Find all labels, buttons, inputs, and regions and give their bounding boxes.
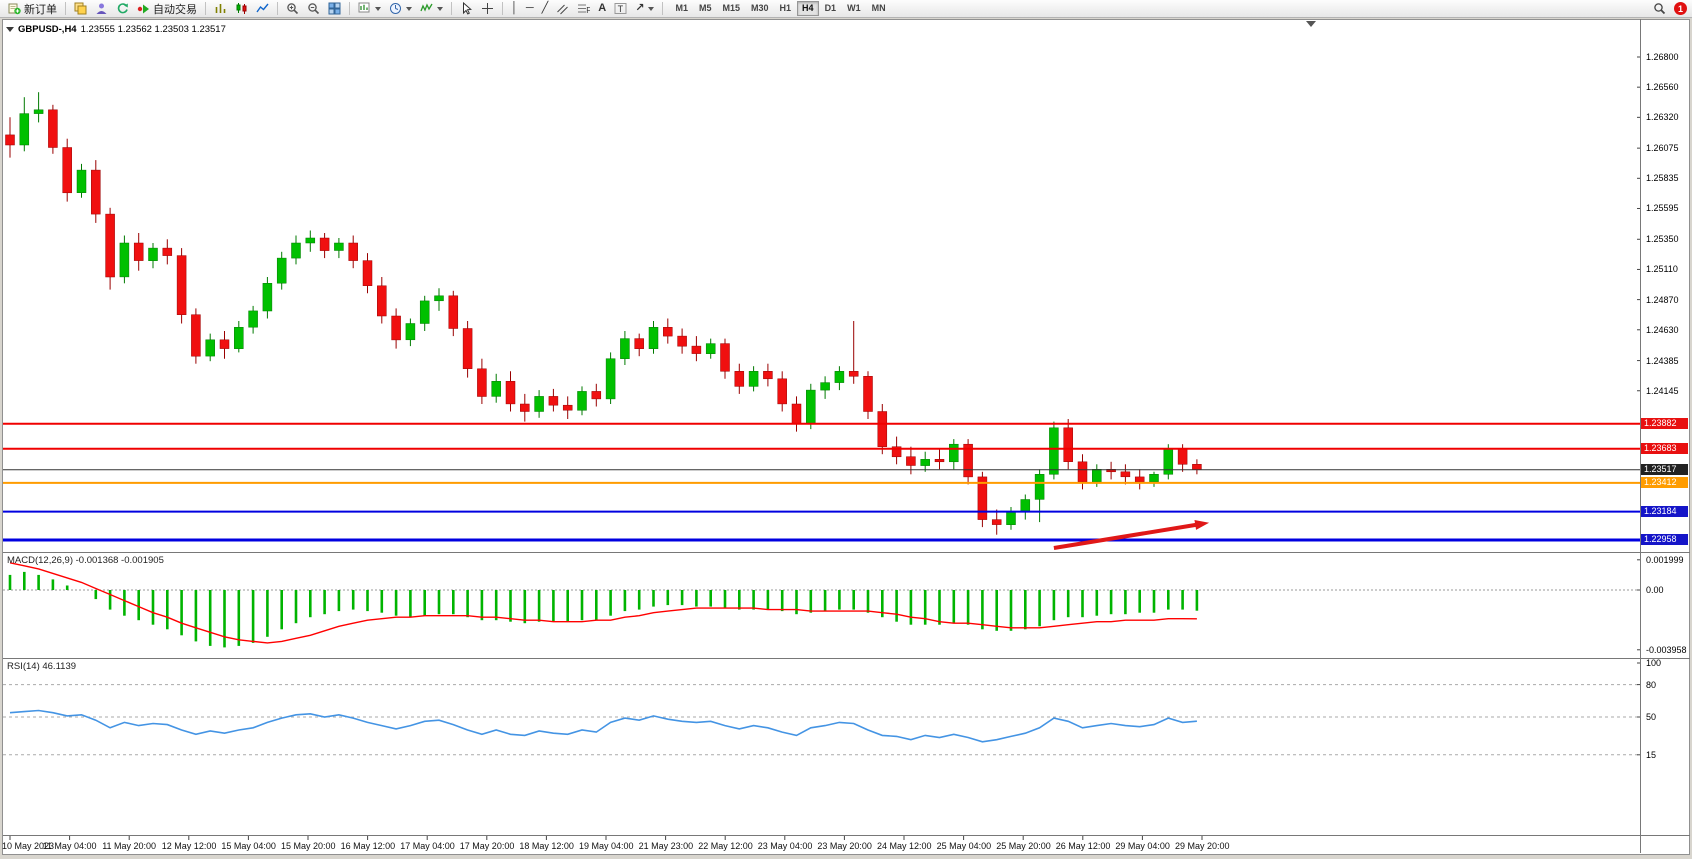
zoom-in-button[interactable] bbox=[283, 1, 302, 17]
symbol-label: GBPUSD-,H4 bbox=[18, 24, 77, 35]
timeframe-w1[interactable]: W1 bbox=[842, 1, 866, 16]
timeframe-d1[interactable]: D1 bbox=[820, 1, 842, 16]
vertical-line-icon: │ bbox=[511, 2, 518, 14]
auto-trading-label: 自动交易 bbox=[153, 3, 197, 16]
timeframe-m1[interactable]: M1 bbox=[670, 1, 693, 16]
chart-window-icon bbox=[74, 2, 87, 15]
line-chart-icon bbox=[256, 3, 269, 13]
profile-icon bbox=[96, 3, 107, 14]
tile-windows-button[interactable] bbox=[325, 1, 344, 17]
timeframe-m15[interactable]: M15 bbox=[718, 1, 746, 16]
zoom-out-icon bbox=[308, 3, 320, 15]
toolbar-separator bbox=[502, 2, 503, 15]
time-axis[interactable] bbox=[3, 836, 1640, 853]
profile-button[interactable] bbox=[92, 1, 111, 17]
profiles-dropdown[interactable] bbox=[386, 1, 415, 17]
candlestick-chart-button[interactable] bbox=[232, 1, 251, 17]
rsi-indicator-label: RSI(14) 46.1139 bbox=[7, 661, 77, 672]
chevron-down-icon bbox=[375, 6, 381, 11]
timeframe-mn[interactable]: MN bbox=[867, 1, 891, 16]
price-axis-border bbox=[1640, 19, 1641, 853]
new-order-icon bbox=[8, 3, 21, 15]
text-label-icon: T bbox=[614, 3, 627, 14]
line-chart-button[interactable] bbox=[253, 1, 272, 17]
label-button[interactable]: T bbox=[611, 1, 630, 17]
crosshair-icon bbox=[482, 3, 493, 14]
refresh-button[interactable] bbox=[113, 1, 132, 17]
panel-separator-macd[interactable] bbox=[3, 552, 1690, 553]
new-chart-icon bbox=[358, 2, 370, 13]
toolbar-separator bbox=[277, 2, 278, 15]
zoom-out-button[interactable] bbox=[304, 1, 323, 17]
charts-window-button[interactable] bbox=[71, 1, 90, 17]
search-button[interactable] bbox=[1650, 1, 1669, 17]
toolbar-separator bbox=[662, 2, 664, 15]
text-button[interactable]: A bbox=[595, 1, 609, 17]
candlestick-chart-icon bbox=[236, 3, 247, 14]
crosshair-button[interactable] bbox=[478, 1, 497, 17]
auto-trading-icon bbox=[137, 4, 149, 14]
timeframe-m5[interactable]: M5 bbox=[694, 1, 717, 16]
trend-arrow[interactable] bbox=[1053, 522, 1202, 550]
trendline-icon: ╱ bbox=[541, 2, 549, 14]
auto-trading-button[interactable]: 自动交易 bbox=[134, 1, 200, 17]
new-order-label: 新订单 bbox=[24, 3, 57, 16]
chart-shift-marker-icon[interactable] bbox=[1306, 21, 1316, 27]
timeframe-h1[interactable]: H1 bbox=[775, 1, 797, 16]
chevron-down-icon bbox=[437, 6, 443, 11]
notification-badge[interactable]: 1 bbox=[1674, 2, 1687, 15]
panel-separator-rsi[interactable] bbox=[3, 658, 1690, 659]
indicators-icon bbox=[420, 3, 433, 12]
trendline-button[interactable]: ╱ bbox=[539, 1, 552, 17]
toolbar-separator bbox=[205, 2, 206, 15]
channel-button[interactable] bbox=[553, 1, 572, 17]
cursor-button[interactable] bbox=[457, 1, 476, 17]
svg-text:F: F bbox=[586, 6, 590, 15]
fibonacci-button[interactable]: F bbox=[574, 1, 593, 17]
zoom-in-icon bbox=[287, 3, 299, 15]
vertical-line-button[interactable]: │ bbox=[508, 1, 521, 17]
timeframe-m30[interactable]: M30 bbox=[746, 1, 774, 16]
toolbar: 新订单 自动交易 bbox=[0, 0, 1692, 18]
chevron-down-icon bbox=[648, 6, 655, 11]
toolbar-separator bbox=[451, 2, 452, 15]
ohlc-readout: 1.23555 1.23562 1.23503 1.23517 bbox=[80, 24, 226, 35]
chart-symbol-header: GBPUSD-,H4 1.23555 1.23562 1.23503 1.235… bbox=[6, 24, 226, 35]
chevron-down-icon bbox=[406, 6, 412, 11]
macd-indicator-label: MACD(12,26,9) -0.001368 -0.001905 bbox=[7, 555, 164, 566]
new-order-button[interactable]: 新订单 bbox=[5, 1, 60, 17]
new-chart-dropdown[interactable] bbox=[355, 1, 384, 17]
timeframe-h4[interactable]: H4 bbox=[797, 1, 819, 16]
tile-windows-icon bbox=[328, 2, 341, 15]
one-click-trading-toggle-icon[interactable] bbox=[6, 27, 14, 32]
chart-plot-area[interactable] bbox=[3, 20, 1640, 552]
horizontal-line-icon: ─ bbox=[525, 2, 534, 14]
text-icon: A bbox=[598, 2, 607, 14]
clock-icon bbox=[390, 3, 401, 14]
toolbar-separator bbox=[349, 2, 350, 15]
arrows-dropdown[interactable]: ↗ bbox=[632, 1, 657, 17]
arrow-object-icon: ↗ bbox=[635, 2, 645, 14]
time-axis-border bbox=[3, 835, 1690, 836]
toolbar-separator bbox=[65, 2, 66, 15]
fibonacci-icon: F bbox=[578, 4, 590, 15]
horizontal-line-button[interactable]: ─ bbox=[523, 1, 537, 17]
indicators-dropdown[interactable] bbox=[417, 1, 446, 17]
bar-chart-icon bbox=[215, 4, 226, 13]
search-icon bbox=[1654, 3, 1666, 15]
channel-icon bbox=[557, 4, 569, 15]
svg-text:T: T bbox=[618, 4, 624, 14]
price-axis[interactable] bbox=[1641, 19, 1690, 835]
refresh-icon bbox=[117, 3, 128, 14]
bar-chart-button[interactable] bbox=[211, 1, 230, 17]
cursor-icon bbox=[463, 2, 472, 15]
timeframe-toolbar: M1 M5 M15 M30 H1 H4 D1 W1 MN bbox=[670, 1, 890, 16]
